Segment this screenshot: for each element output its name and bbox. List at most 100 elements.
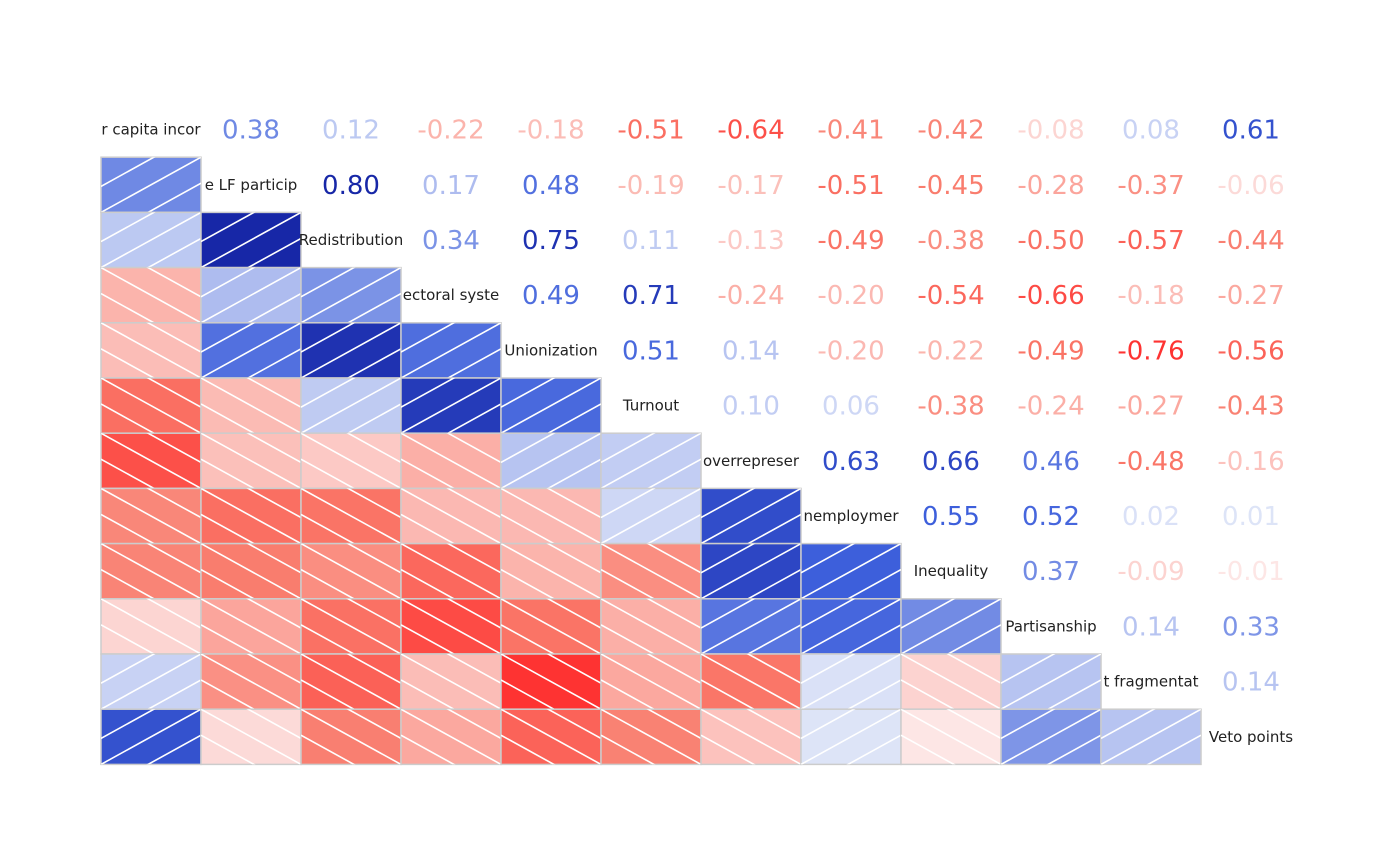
cell-hatch-line (246, 488, 301, 519)
cell-hatch-line (201, 267, 256, 298)
cell-hatch-line (401, 488, 501, 544)
cell-hatch-line (701, 488, 756, 519)
cell-hatch-line (101, 709, 156, 740)
matrix-cell (400, 708, 502, 766)
cell-hatch-line (646, 598, 701, 629)
matrix-cell (300, 266, 402, 324)
matrix-cell (100, 266, 202, 324)
correlation-value: -0.38 (917, 392, 984, 422)
cell-hatch-line (201, 654, 301, 710)
cell-hatch-line (201, 212, 301, 268)
cell-hatch-line (1101, 709, 1201, 765)
cell-hatch-line (701, 734, 756, 765)
matrix-cell (600, 542, 702, 600)
cell-hatch-line (846, 568, 901, 599)
cell-hatch-line (201, 568, 256, 599)
matrix-cell (400, 598, 502, 655)
cell-hatch-line (101, 348, 156, 378)
cell-hatch-line (601, 433, 656, 464)
cell-hatch-line (201, 709, 301, 765)
cell-hatch-line (246, 598, 301, 629)
cell-hatch-line (201, 679, 256, 710)
diagonal-label: overrepreser (703, 452, 800, 470)
cell-hatch-line (746, 654, 801, 684)
matrix-cell (200, 708, 302, 766)
correlation-value: 0.63 (822, 447, 880, 477)
correlation-value: -0.56 (1217, 336, 1284, 366)
matrix-cell (300, 653, 402, 710)
cell-hatch-line (301, 709, 401, 765)
diagonal-labels: r capita incor e LF particip Redistributio… (101, 121, 1293, 746)
cell-hatch-line (846, 624, 901, 654)
cell-hatch-line (446, 348, 501, 378)
correlation-value: -0.22 (417, 116, 484, 146)
cell-hatch-line (546, 488, 601, 519)
correlation-value: 0.38 (222, 116, 280, 146)
cell-hatch-line (601, 624, 656, 654)
cell-hatch-line (401, 679, 456, 710)
cell-hatch-line (801, 543, 856, 574)
correlation-value: -0.01 (1217, 557, 1284, 587)
cell-hatch-line (801, 598, 856, 629)
cell-hatch-line (201, 513, 256, 544)
correlation-value: -0.66 (1017, 281, 1084, 311)
correlation-value: -0.17 (717, 171, 784, 201)
cell-hatch-line (1101, 709, 1156, 740)
matrix-cell (100, 598, 202, 655)
cell-hatch-line (546, 598, 601, 629)
matrix-cell (200, 322, 302, 379)
correlation-value: -0.28 (1017, 171, 1084, 201)
cell-hatch-line (501, 598, 601, 654)
cell-hatch-line (846, 679, 901, 710)
cell-hatch-line (546, 403, 601, 434)
cell-hatch-line (601, 709, 701, 765)
correlation-value: -0.51 (617, 116, 684, 146)
cell-hatch-line (901, 734, 956, 765)
correlation-value: -0.49 (817, 226, 884, 256)
cell-hatch-line (301, 488, 401, 544)
diagonal-label: Inequality (914, 562, 989, 580)
matrix-cell (700, 653, 802, 710)
cell-hatch-line (301, 513, 356, 544)
matrix-cell (900, 598, 1002, 655)
cell-hatch-line (701, 598, 801, 654)
cell-hatch-line (501, 433, 601, 489)
correlation-value: -0.49 (1017, 336, 1084, 366)
diagonal-label: nemploymer (803, 507, 899, 525)
matrix-cell (500, 653, 602, 710)
matrix-cell (400, 377, 502, 434)
matrix-cell (200, 598, 302, 655)
correlation-value: -0.08 (1017, 116, 1084, 146)
matrix-cell (100, 322, 202, 379)
cell-hatch-line (801, 709, 856, 740)
cell-hatch-line (346, 709, 401, 740)
cell-hatch-line (601, 433, 701, 489)
cell-hatch-line (201, 403, 256, 434)
cell-hatch-line (346, 292, 401, 323)
cell-hatch-line (201, 212, 256, 243)
cell-hatch-line (346, 433, 401, 464)
cell-hatch-line (401, 624, 456, 654)
cell-hatch-line (301, 734, 356, 765)
cell-hatch-line (401, 709, 501, 765)
cell-hatch-line (701, 488, 801, 544)
cell-hatch-line (846, 734, 901, 765)
matrix-cell (200, 432, 302, 490)
cell-hatch-line (346, 488, 401, 519)
correlation-value: 0.66 (922, 447, 980, 477)
cell-hatch-line (201, 734, 256, 765)
correlation-value: 0.46 (1022, 447, 1080, 477)
correlation-value: -0.76 (1117, 336, 1184, 366)
correlation-value: -0.27 (1117, 392, 1184, 422)
cell-hatch-line (1001, 709, 1101, 765)
cell-hatch-line (601, 734, 656, 765)
cell-hatch-line (501, 543, 601, 599)
cell-hatch-line (201, 322, 301, 378)
matrix-cell (400, 653, 502, 710)
cell-hatch-line (446, 488, 501, 519)
cell-hatch-line (101, 488, 201, 544)
cell-hatch-line (101, 513, 156, 544)
correlation-value: -0.19 (617, 171, 684, 201)
cell-hatch-line (101, 157, 201, 213)
